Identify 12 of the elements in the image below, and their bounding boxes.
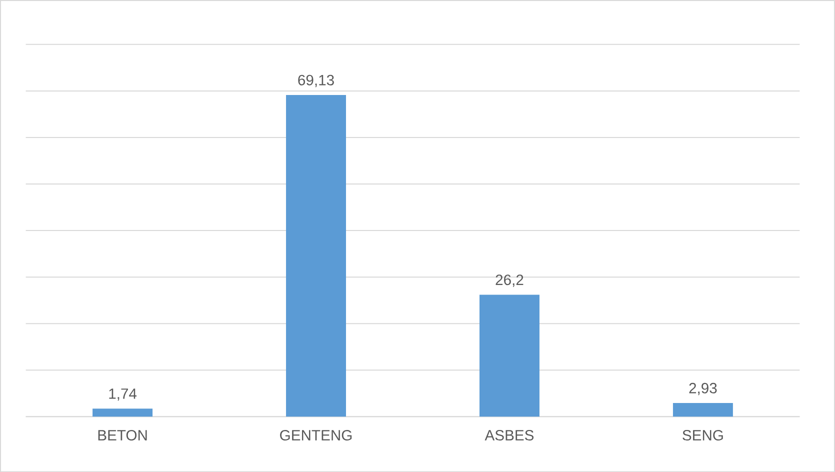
- data-label: 2,93: [689, 382, 717, 395]
- data-label: 26,2: [496, 274, 524, 287]
- x-tick-label: GENTENG: [280, 430, 352, 440]
- bar: [286, 94, 346, 417]
- x-tick-label: ASBES: [484, 430, 534, 440]
- x-tick-label: SENG: [682, 430, 723, 440]
- bar: [479, 294, 540, 417]
- bar: [672, 402, 733, 417]
- data-label: 1,74: [109, 388, 137, 401]
- data-label: 69,13: [298, 74, 334, 87]
- bar: [92, 408, 153, 417]
- x-tick-label: BETON: [98, 430, 147, 440]
